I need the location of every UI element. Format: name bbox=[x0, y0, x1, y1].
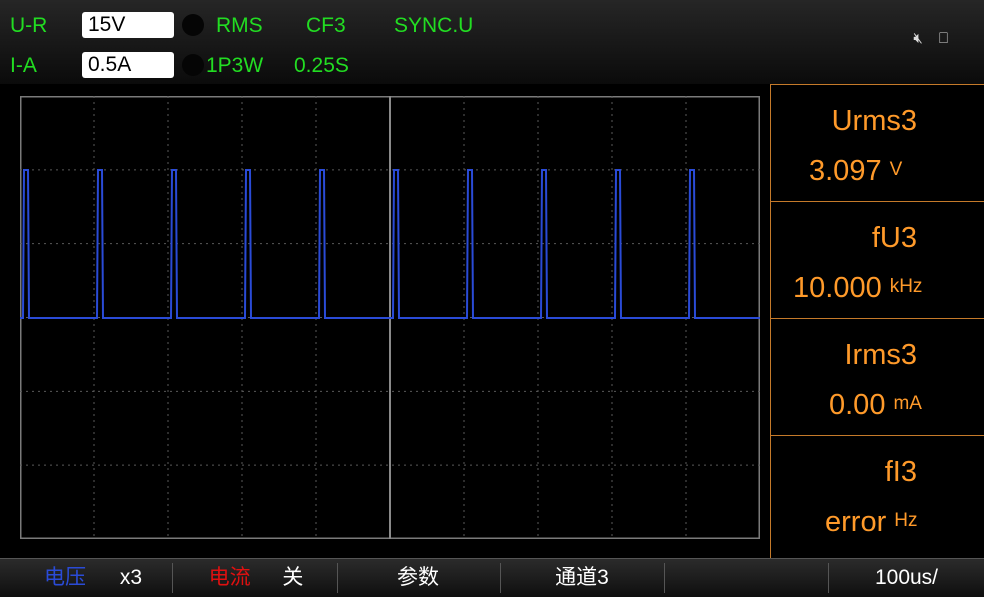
speaker-mute-icon: 🔇︎ bbox=[913, 30, 929, 47]
softkey-current-label: 电流 bbox=[208, 566, 251, 589]
softkey-divider bbox=[828, 563, 829, 593]
plot-grid bbox=[20, 96, 760, 539]
softkey-bar: 电压 x3 电流 关 参数 通道3 100us/ bbox=[0, 558, 984, 597]
param-irms[interactable]: Irms3 0.00 mA bbox=[771, 319, 984, 436]
voltage-trace bbox=[20, 169, 760, 319]
param-name: Urms3 bbox=[831, 105, 917, 137]
status-bar: U-R 15V RMS CF3 SYNC.U I-A 0.5A 1P3W 0.2… bbox=[0, 0, 984, 84]
voltage-range-label: U-R bbox=[10, 14, 48, 37]
voltage-indicator-icon bbox=[182, 14, 204, 36]
softkey-divider bbox=[172, 563, 173, 593]
param-name: Irms3 bbox=[844, 339, 917, 371]
softkey-voltage-label: 电压 bbox=[43, 566, 86, 589]
softkey-voltage[interactable]: 电压 x3 bbox=[18, 559, 168, 597]
mode-label: RMS bbox=[216, 14, 263, 37]
param-value: 10.000 kHz bbox=[793, 272, 923, 304]
softkey-current-value: 关 bbox=[282, 566, 304, 589]
softkey-empty[interactable] bbox=[665, 559, 827, 597]
param-value: 0.00 mA bbox=[829, 389, 922, 421]
current-range-value[interactable]: 0.5A bbox=[82, 52, 174, 78]
current-range-label: I-A bbox=[10, 54, 37, 77]
update-rate-label: 0.25S bbox=[294, 54, 349, 77]
waveform-plot bbox=[20, 96, 760, 539]
sync-label: SYNC.U bbox=[394, 14, 474, 37]
param-name: fI3 bbox=[884, 456, 917, 488]
voltage-range-value[interactable]: 15V bbox=[82, 12, 174, 38]
softkey-current[interactable]: 电流 关 bbox=[176, 559, 336, 597]
softkey-timebase[interactable]: 100us/ bbox=[874, 566, 939, 589]
softkey-params[interactable]: 参数 bbox=[397, 566, 439, 589]
status-frame: U-R 15V RMS CF3 SYNC.U I-A 0.5A 1P3W 0.2… bbox=[10, 12, 982, 82]
wiring-label: 1P3W bbox=[206, 54, 264, 77]
param-fi[interactable]: fI3 error Hz bbox=[771, 436, 984, 553]
usb-icon: ⎕ bbox=[938, 30, 954, 47]
softkey-divider bbox=[337, 563, 338, 593]
current-indicator-icon bbox=[182, 54, 204, 76]
parameter-panel: Urms3 3.097 V fU3 10.000 kHz Irms3 0.00 mA … bbox=[770, 84, 984, 558]
param-value: 3.097 V bbox=[809, 155, 903, 187]
param-value: error Hz bbox=[825, 506, 918, 538]
param-fu[interactable]: fU3 10.000 kHz bbox=[771, 202, 984, 319]
status-icons: 🔇︎ ⎕ bbox=[913, 30, 954, 47]
crest-factor-label: CF3 bbox=[306, 14, 346, 37]
softkey-divider bbox=[500, 563, 501, 593]
softkey-divider bbox=[664, 563, 665, 593]
softkey-channel[interactable]: 通道3 bbox=[555, 566, 609, 589]
param-name: fU3 bbox=[871, 222, 917, 254]
param-urms[interactable]: Urms3 3.097 V bbox=[771, 85, 984, 202]
softkey-voltage-value: x3 bbox=[119, 566, 143, 589]
